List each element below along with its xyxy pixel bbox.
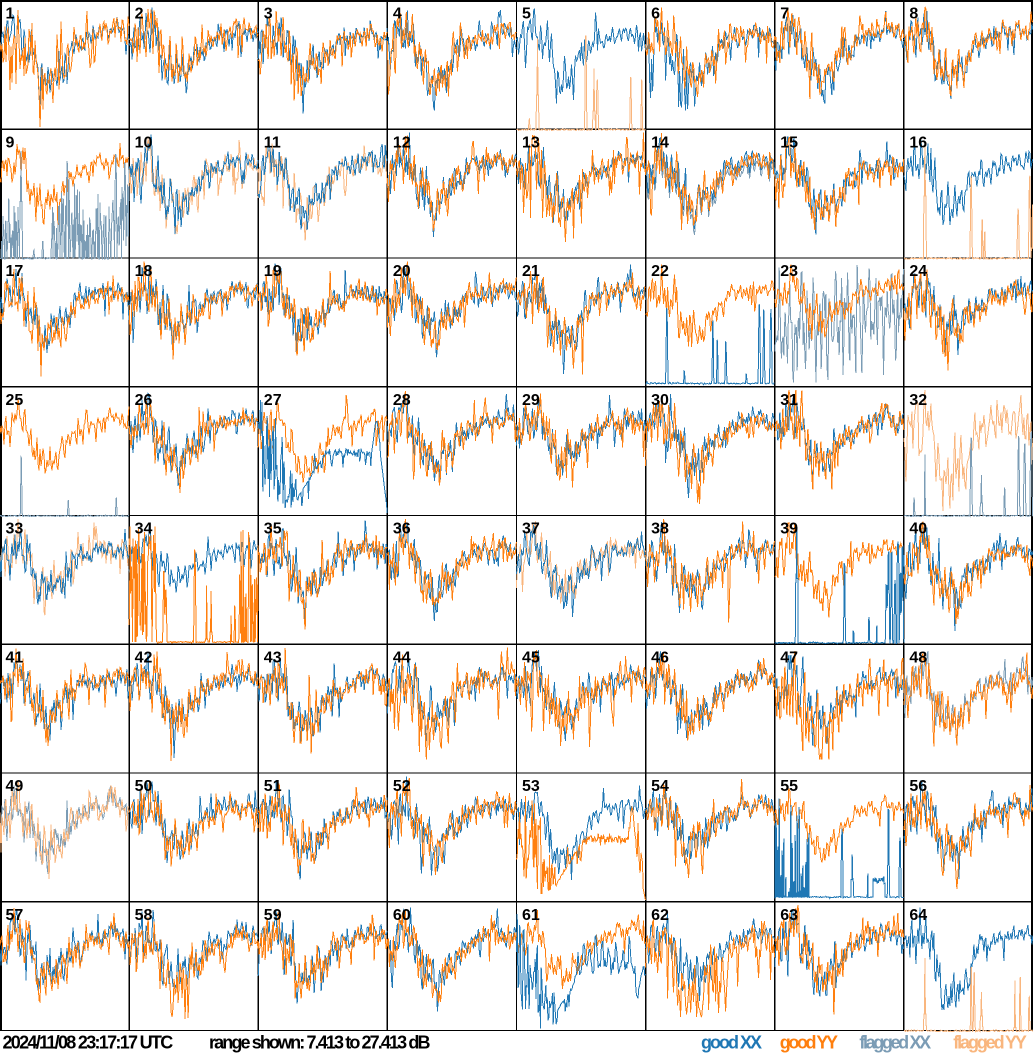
- svg-text:4: 4: [393, 6, 402, 23]
- svg-text:62: 62: [651, 907, 669, 924]
- svg-text:16: 16: [909, 134, 927, 151]
- svg-text:43: 43: [264, 650, 282, 667]
- svg-text:53: 53: [522, 778, 540, 795]
- svg-text:36: 36: [393, 521, 411, 538]
- svg-text:10: 10: [135, 134, 153, 151]
- svg-text:37: 37: [522, 521, 540, 538]
- svg-text:2: 2: [135, 6, 144, 23]
- svg-text:33: 33: [6, 521, 24, 538]
- svg-text:3: 3: [264, 6, 273, 23]
- svg-text:59: 59: [264, 907, 282, 924]
- svg-text:18: 18: [135, 263, 153, 280]
- svg-text:24: 24: [909, 263, 927, 280]
- svg-text:29: 29: [522, 392, 540, 409]
- svg-text:56: 56: [909, 778, 927, 795]
- svg-text:34: 34: [135, 521, 153, 538]
- svg-text:8: 8: [909, 6, 918, 23]
- svg-text:23: 23: [780, 263, 798, 280]
- svg-text:14: 14: [651, 134, 669, 151]
- svg-text:47: 47: [780, 650, 798, 667]
- svg-text:1: 1: [6, 6, 15, 23]
- svg-text:41: 41: [6, 650, 24, 667]
- svg-text:5: 5: [522, 6, 531, 23]
- svg-text:55: 55: [780, 778, 798, 795]
- svg-text:22: 22: [651, 263, 669, 280]
- svg-text:44: 44: [393, 650, 411, 667]
- svg-text:good YY: good YY: [780, 1033, 838, 1053]
- svg-text:49: 49: [6, 778, 24, 795]
- svg-text:2024/11/08 23:17:17 UTC: 2024/11/08 23:17:17 UTC: [3, 1033, 174, 1053]
- svg-text:27: 27: [264, 392, 282, 409]
- svg-text:20: 20: [393, 263, 411, 280]
- svg-text:38: 38: [651, 521, 669, 538]
- svg-text:31: 31: [780, 392, 798, 409]
- svg-text:46: 46: [651, 650, 669, 667]
- svg-text:21: 21: [522, 263, 540, 280]
- svg-text:range shown: 7.413 to 27.413 d: range shown: 7.413 to 27.413 dB: [209, 1033, 431, 1053]
- svg-text:58: 58: [135, 907, 153, 924]
- svg-text:28: 28: [393, 392, 411, 409]
- svg-text:35: 35: [264, 521, 282, 538]
- svg-text:flagged XX: flagged XX: [859, 1033, 931, 1053]
- svg-text:25: 25: [6, 392, 24, 409]
- svg-text:6: 6: [651, 6, 660, 23]
- svg-text:64: 64: [909, 907, 927, 924]
- svg-text:good XX: good XX: [701, 1033, 762, 1053]
- svg-text:60: 60: [393, 907, 411, 924]
- svg-text:61: 61: [522, 907, 540, 924]
- svg-text:11: 11: [264, 134, 281, 151]
- svg-text:39: 39: [780, 521, 798, 538]
- svg-text:50: 50: [135, 778, 153, 795]
- svg-text:17: 17: [6, 263, 24, 280]
- svg-text:7: 7: [780, 6, 789, 23]
- svg-text:40: 40: [909, 521, 927, 538]
- svg-text:45: 45: [522, 650, 540, 667]
- svg-text:26: 26: [135, 392, 153, 409]
- svg-text:19: 19: [264, 263, 282, 280]
- svg-text:57: 57: [6, 907, 24, 924]
- svg-text:9: 9: [6, 134, 15, 151]
- svg-text:32: 32: [909, 392, 927, 409]
- svg-text:48: 48: [909, 650, 927, 667]
- svg-text:30: 30: [651, 392, 669, 409]
- svg-text:12: 12: [393, 134, 411, 151]
- svg-text:63: 63: [780, 907, 798, 924]
- svg-text:54: 54: [651, 778, 669, 795]
- svg-text:52: 52: [393, 778, 411, 795]
- svg-text:51: 51: [264, 778, 282, 795]
- svg-text:flagged YY: flagged YY: [953, 1033, 1027, 1053]
- svg-text:42: 42: [135, 650, 153, 667]
- svg-text:15: 15: [780, 134, 798, 151]
- svg-text:13: 13: [522, 134, 540, 151]
